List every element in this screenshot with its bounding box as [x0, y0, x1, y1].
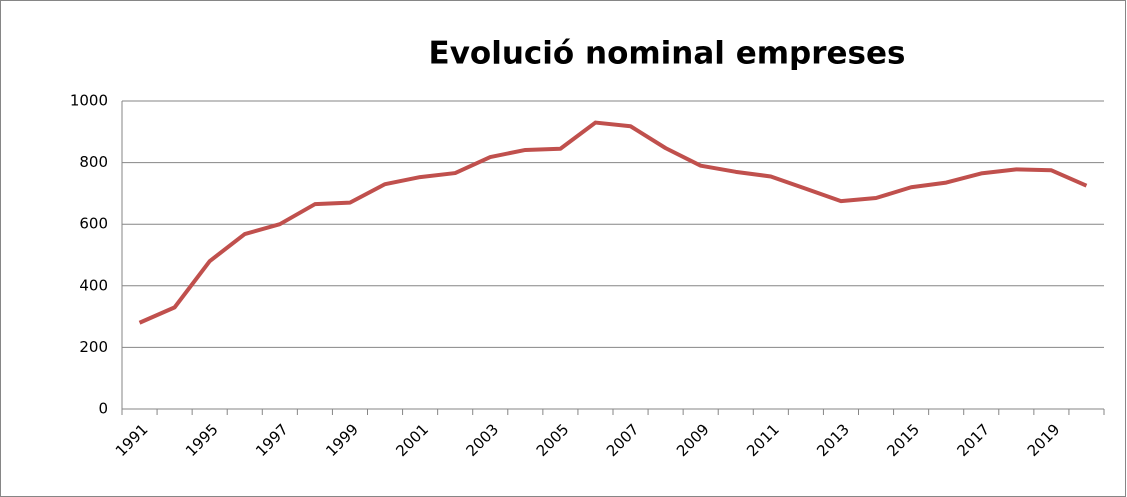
y-tick-label: 800 [79, 153, 108, 171]
y-tick-label: 600 [79, 215, 108, 233]
y-tick-label: 0 [98, 400, 108, 418]
y-tick-label: 1000 [70, 92, 108, 110]
y-tick-label: 200 [79, 338, 108, 356]
data-line [138, 120, 1088, 325]
y-tick-label: 400 [79, 276, 108, 294]
chart-title: Evolució nominal empreses [429, 36, 906, 72]
